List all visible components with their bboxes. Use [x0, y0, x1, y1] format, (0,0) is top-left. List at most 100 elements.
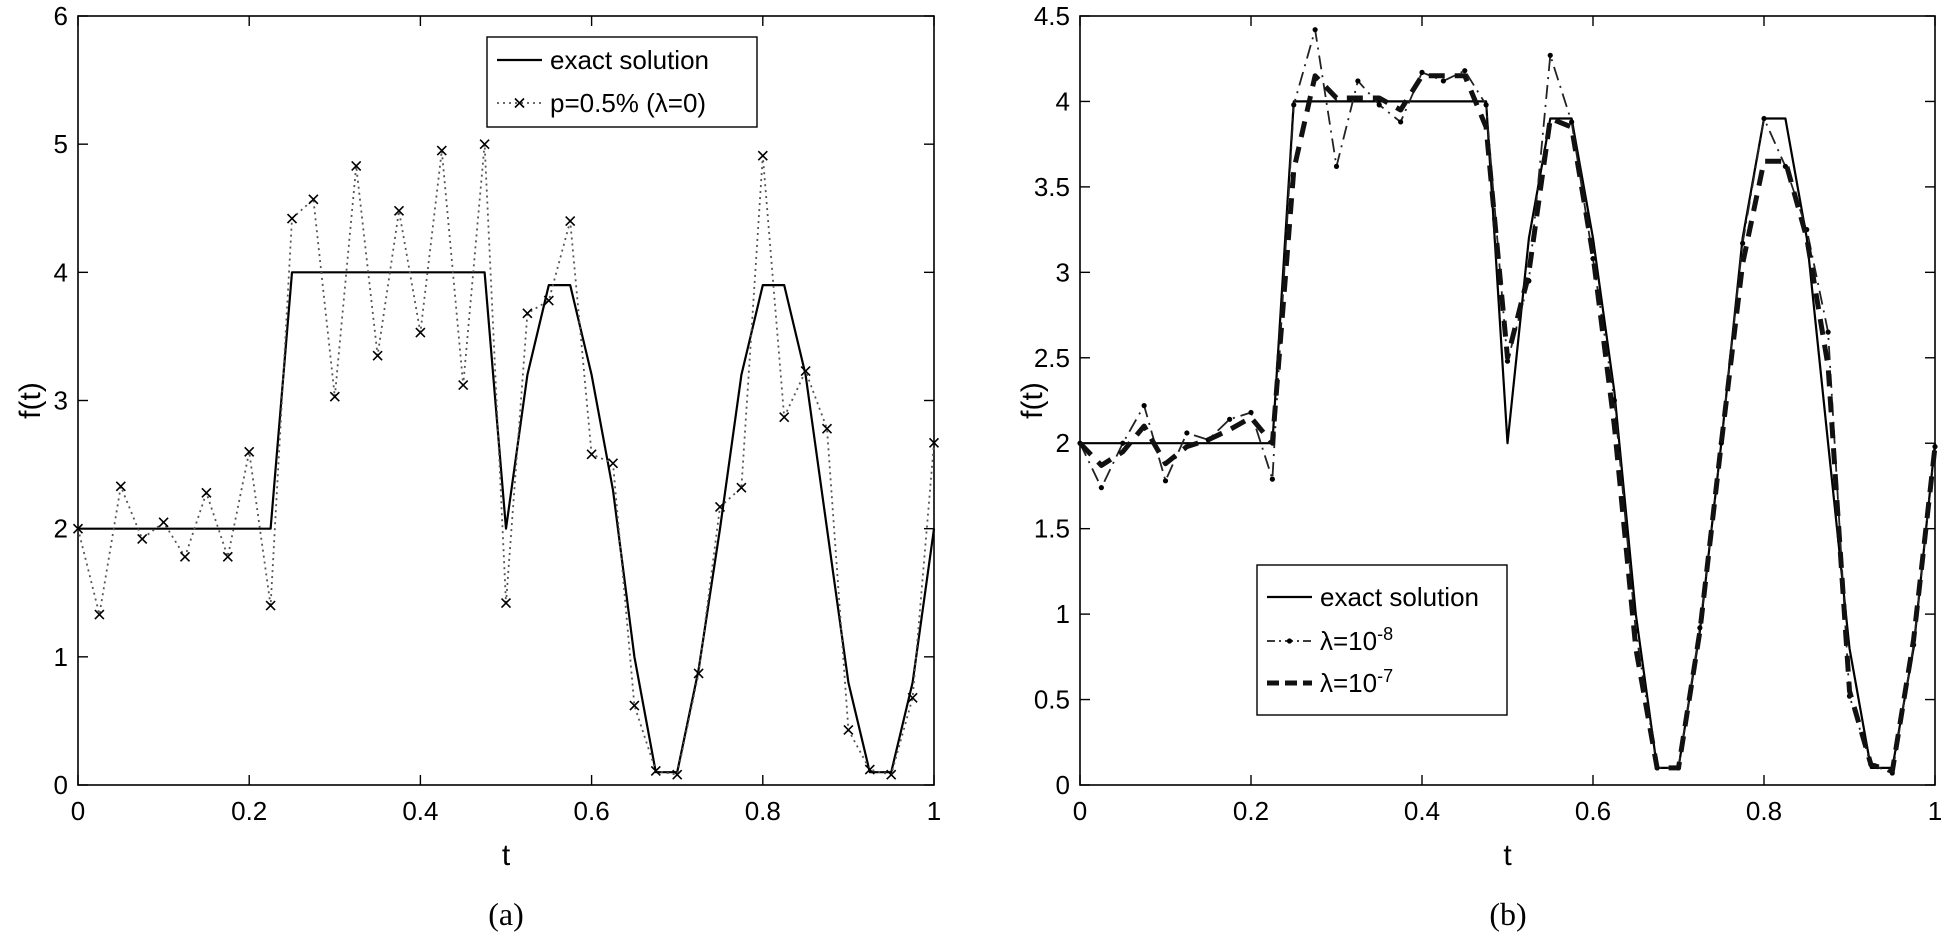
data-point-dot	[1419, 69, 1425, 75]
data-point-x	[329, 391, 340, 402]
chart-panel-a: 0 0.2 0.4 0.6 0.8 1 0 1 2 3 4 5 6 t f(t) (a) exact solut…	[14, 1, 941, 932]
data-point-dot	[1590, 256, 1596, 262]
data-point-dot	[1333, 163, 1340, 169]
y-tick-label: 4	[1056, 86, 1070, 116]
data-point-x	[415, 327, 426, 338]
x-tick-label: 0.8	[1746, 796, 1782, 826]
x-tick-label: 0.6	[574, 796, 610, 826]
x-tick-label: 0.2	[1233, 796, 1269, 826]
data-point-dot	[1547, 52, 1553, 58]
y-tick-label: 3	[54, 386, 68, 416]
y-axis-label: f(t)	[1016, 382, 1049, 419]
data-point-x	[286, 213, 298, 224]
data-point-x	[222, 551, 233, 562]
x-tick-label: 0	[1073, 796, 1087, 826]
series-line-0	[78, 271, 936, 774]
data-point-dot	[1740, 240, 1746, 246]
series-line-1	[1079, 28, 1936, 774]
data-point-x	[736, 482, 747, 493]
data-point-x	[201, 487, 212, 498]
x-tick-label: 0.4	[1404, 796, 1440, 826]
data-point-x	[543, 295, 554, 306]
data-point-x	[265, 600, 276, 611]
x-tick-label: 0	[71, 796, 85, 826]
data-point-x	[308, 194, 319, 205]
data-point-x	[800, 365, 811, 377]
legend-label-0: exact solution	[1320, 582, 1479, 612]
data-point-x	[607, 458, 619, 469]
data-point-x	[672, 769, 683, 780]
data-point-x	[586, 449, 597, 460]
legend-label-0: exact solution	[550, 45, 709, 75]
y-tick-label: 3	[1056, 257, 1070, 287]
x-tick-label: 0.6	[1575, 796, 1611, 826]
data-point-x	[821, 423, 833, 434]
data-point-x	[115, 481, 126, 492]
data-point-dot	[1248, 409, 1254, 416]
data-point-x	[886, 769, 897, 780]
data-point-dot	[1932, 444, 1938, 450]
data-point-dot	[1141, 403, 1147, 409]
legend-marker-dot	[1286, 638, 1293, 644]
data-point-x	[928, 437, 940, 448]
data-point-x	[244, 446, 255, 457]
data-point-x	[137, 533, 148, 544]
data-point-dot	[1291, 102, 1297, 108]
data-point-dot	[1120, 440, 1126, 446]
panel-caption: (b)	[1489, 896, 1526, 932]
data-point-x	[72, 523, 84, 534]
data-point-x	[714, 501, 726, 512]
data-point-x	[436, 145, 447, 156]
data-point-x	[372, 350, 383, 361]
x-tick-label: 0.2	[231, 796, 267, 826]
data-point-dot	[1376, 102, 1382, 108]
data-point-dot	[1355, 78, 1361, 84]
data-point-dot	[1312, 27, 1318, 33]
y-tick-label: 2	[54, 514, 68, 544]
data-point-x	[650, 765, 661, 776]
data-point-dot	[1440, 78, 1446, 84]
plot-frame	[77, 15, 935, 786]
y-tick-label: 4	[54, 257, 68, 287]
legend-marker-x	[514, 97, 525, 109]
data-point-x	[522, 308, 533, 319]
data-point-dot	[1098, 485, 1104, 491]
data-point-x	[458, 380, 469, 391]
data-point-dot	[1269, 476, 1275, 482]
data-point-dot	[1761, 115, 1767, 122]
y-axis-label: f(t)	[14, 382, 47, 419]
y-tick-label: 4.5	[1034, 1, 1070, 31]
legend-box	[486, 36, 758, 128]
data-point-dot	[1697, 625, 1703, 631]
data-point-x	[393, 205, 405, 216]
y-tick-label: 5	[54, 129, 68, 159]
x-tick-label: 1	[1928, 796, 1942, 826]
plot-frame	[1079, 15, 1936, 786]
panel-caption: (a)	[488, 896, 524, 932]
data-point-x	[565, 216, 576, 227]
data-point-dot	[1398, 119, 1404, 125]
legend-label-superscript: -7	[1377, 666, 1393, 686]
series-line-2	[1078, 73, 1938, 774]
data-point-dot	[1227, 416, 1233, 422]
x-tick-label: 0.8	[745, 796, 781, 826]
data-point-x	[629, 700, 640, 711]
legend-label-superscript: -8	[1377, 624, 1393, 644]
data-point-dot	[1825, 329, 1831, 335]
data-point-x	[757, 150, 768, 161]
y-tick-label: 1	[1056, 599, 1070, 629]
data-point-x	[158, 517, 169, 528]
data-point-dot	[1483, 102, 1489, 108]
legend-box	[1256, 564, 1508, 716]
x-axis-label: t	[1503, 839, 1512, 872]
series-line-1	[77, 143, 935, 776]
data-point-x	[779, 412, 790, 423]
legend: exact solution p=0.5% (λ=0)	[486, 36, 758, 128]
data-point-x	[843, 724, 854, 735]
chart-panel-b: 0 0.2 0.4 0.6 0.8 1 0 0.5 1 1.5 2 2.5 3 3.5 4 4.5 t f(t) (…	[1016, 1, 1942, 932]
x-tick-label: 0.4	[402, 796, 438, 826]
y-tick-label: 3.5	[1034, 172, 1070, 202]
data-point-x	[94, 609, 105, 620]
data-point-x	[693, 668, 704, 679]
